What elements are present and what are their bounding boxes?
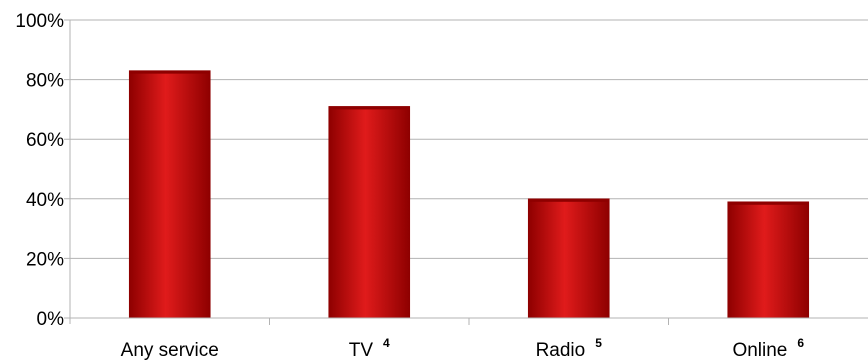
bar-cap [528,198,610,202]
bars [128,70,810,319]
category-name: Radio [536,340,586,360]
footnote-marker: 5 [595,336,602,350]
bar-any-service [128,70,211,319]
category-name: Online [732,340,787,360]
bar-cap [328,106,410,110]
bar-cap [129,70,211,74]
bar-cap [727,201,809,205]
x-tick-label: Radio 5 [536,336,603,360]
y-tick-label: 40% [26,190,64,211]
bar-radio [527,198,610,319]
footnote-marker: 6 [797,336,804,350]
y-tick-label: 80% [26,71,64,92]
x-axis [69,20,868,325]
y-axis: 0% 20% 40% 60% 80% 100% [15,11,64,330]
category-name: TV [349,340,374,360]
footnote-marker: 4 [383,336,390,350]
y-tick-label: 100% [15,11,64,32]
category-name: Any service [121,340,219,360]
y-tick-label: 0% [37,309,65,330]
bar-tv [328,106,411,319]
x-tick-labels: Any service TV 4 Radio 5 Online 6 [121,336,805,360]
bar-online [727,201,810,319]
x-tick-label: TV 4 [349,336,390,360]
x-tick-label: Online 6 [732,336,804,360]
y-tick-label: 60% [26,130,64,151]
x-tick-label: Any service [121,340,219,360]
y-tick-label: 20% [26,249,64,270]
